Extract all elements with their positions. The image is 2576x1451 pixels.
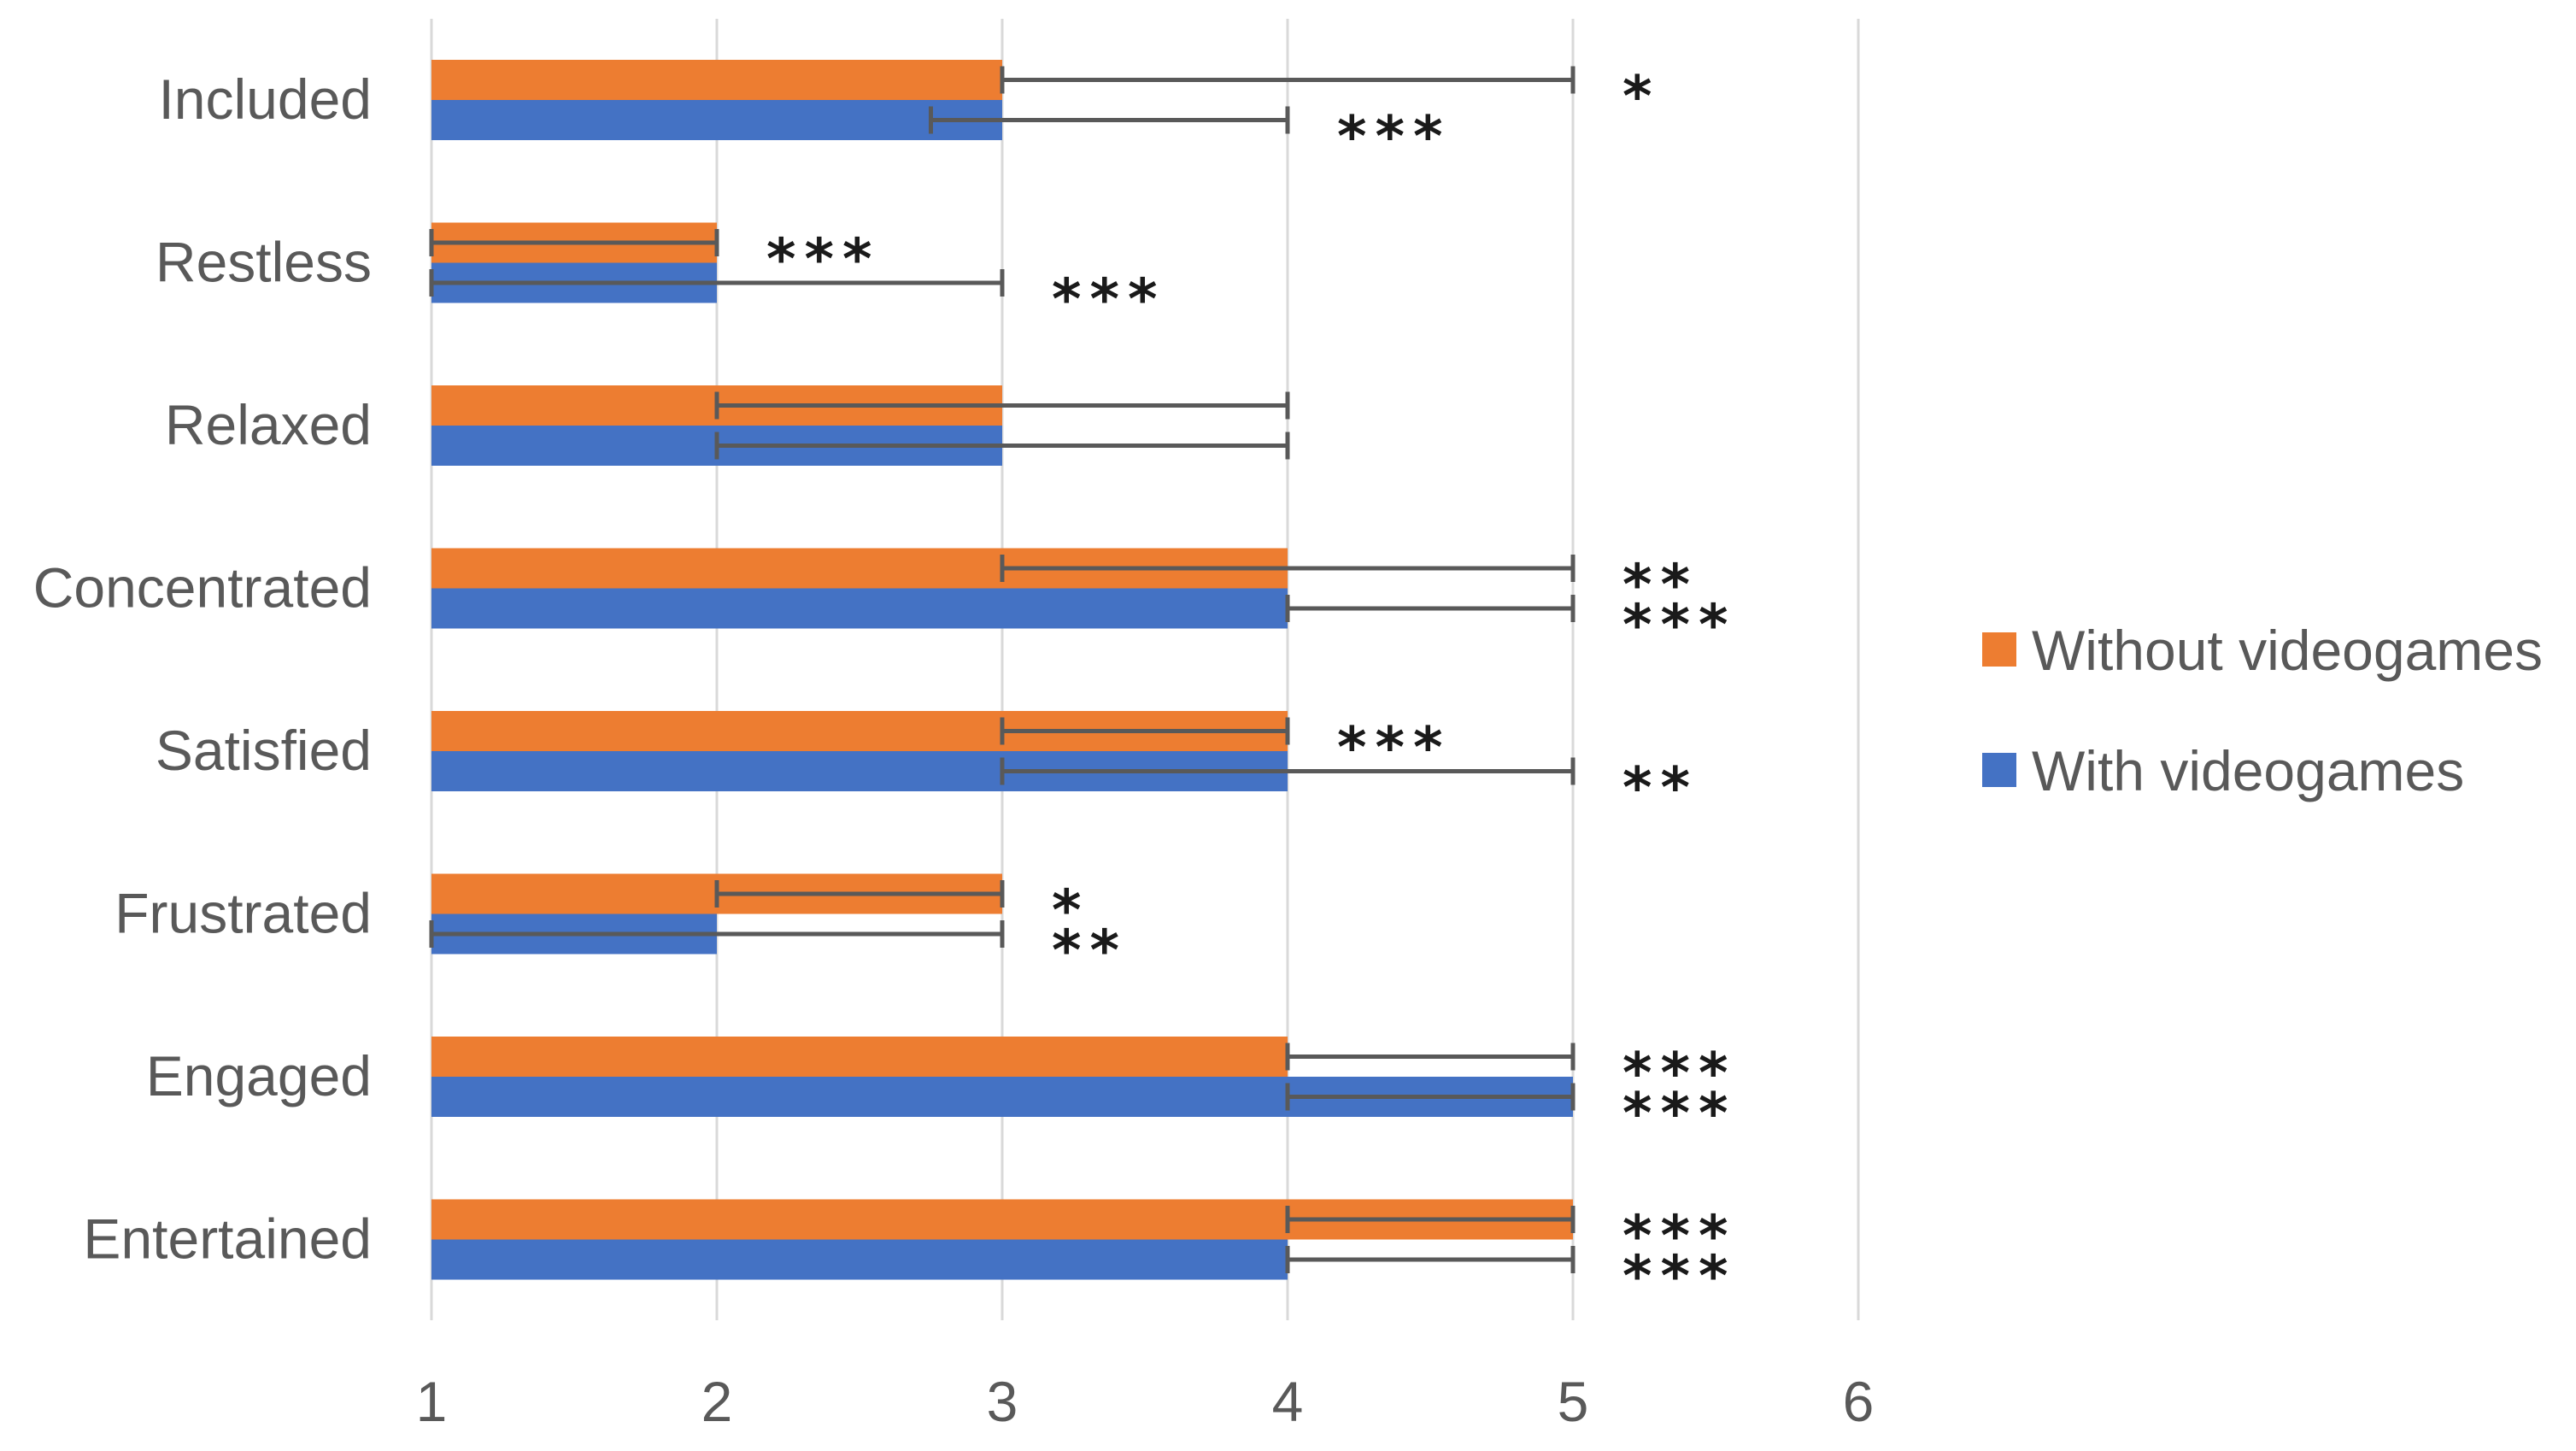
legend-label: With videogames xyxy=(2032,739,2464,802)
significance-label: *** xyxy=(1622,592,1737,658)
significance-label: ** xyxy=(1622,552,1699,618)
bar xyxy=(431,100,1002,140)
category-label: Relaxed xyxy=(165,393,372,456)
significance-label: *** xyxy=(1052,267,1166,332)
legend: Without videogames With videogames xyxy=(1982,619,2543,802)
significance-label: ** xyxy=(1052,918,1128,984)
x-tick-label: 1 xyxy=(416,1370,448,1433)
significance-label: *** xyxy=(1622,1243,1737,1309)
bar xyxy=(431,1037,1288,1077)
category-labels: Included Restless Relaxed Concentrated Satis… xyxy=(33,68,372,1271)
category-label: Included xyxy=(158,68,372,131)
significance-label: * xyxy=(1622,64,1661,130)
bar xyxy=(431,1239,1288,1280)
category-label: Frustrated xyxy=(114,882,372,945)
x-tick-label: 5 xyxy=(1558,1370,1589,1433)
category-label: Engaged xyxy=(146,1044,372,1107)
significance-label: * xyxy=(1052,878,1090,943)
significance-label: *** xyxy=(1622,1081,1737,1147)
significance-labels: *********************************** xyxy=(766,64,1737,1310)
x-tick-label: 3 xyxy=(987,1370,1018,1433)
x-tick-label: 2 xyxy=(701,1370,733,1433)
legend-swatch xyxy=(1982,632,2016,667)
category-label: Concentrated xyxy=(33,556,372,620)
category-label: Satisfied xyxy=(155,719,372,782)
significance-label: *** xyxy=(1622,1203,1737,1269)
legend-label: Without videogames xyxy=(2032,619,2543,682)
category-label: Restless xyxy=(155,231,372,294)
significance-label: ** xyxy=(1622,755,1699,821)
legend-swatch xyxy=(1982,753,2016,787)
significance-label: *** xyxy=(1622,1041,1737,1107)
category-label: Entertained xyxy=(83,1207,372,1271)
significance-label: *** xyxy=(1337,715,1452,781)
error-bars xyxy=(429,66,1576,1273)
bar xyxy=(431,588,1288,629)
x-tick-label: 4 xyxy=(1272,1370,1304,1433)
bar xyxy=(431,60,1002,100)
x-tick-label: 6 xyxy=(1843,1370,1875,1433)
significance-label: *** xyxy=(1337,104,1452,170)
significance-label: *** xyxy=(766,226,881,292)
x-tick-labels: 1 2 3 4 5 6 xyxy=(416,1370,1875,1433)
